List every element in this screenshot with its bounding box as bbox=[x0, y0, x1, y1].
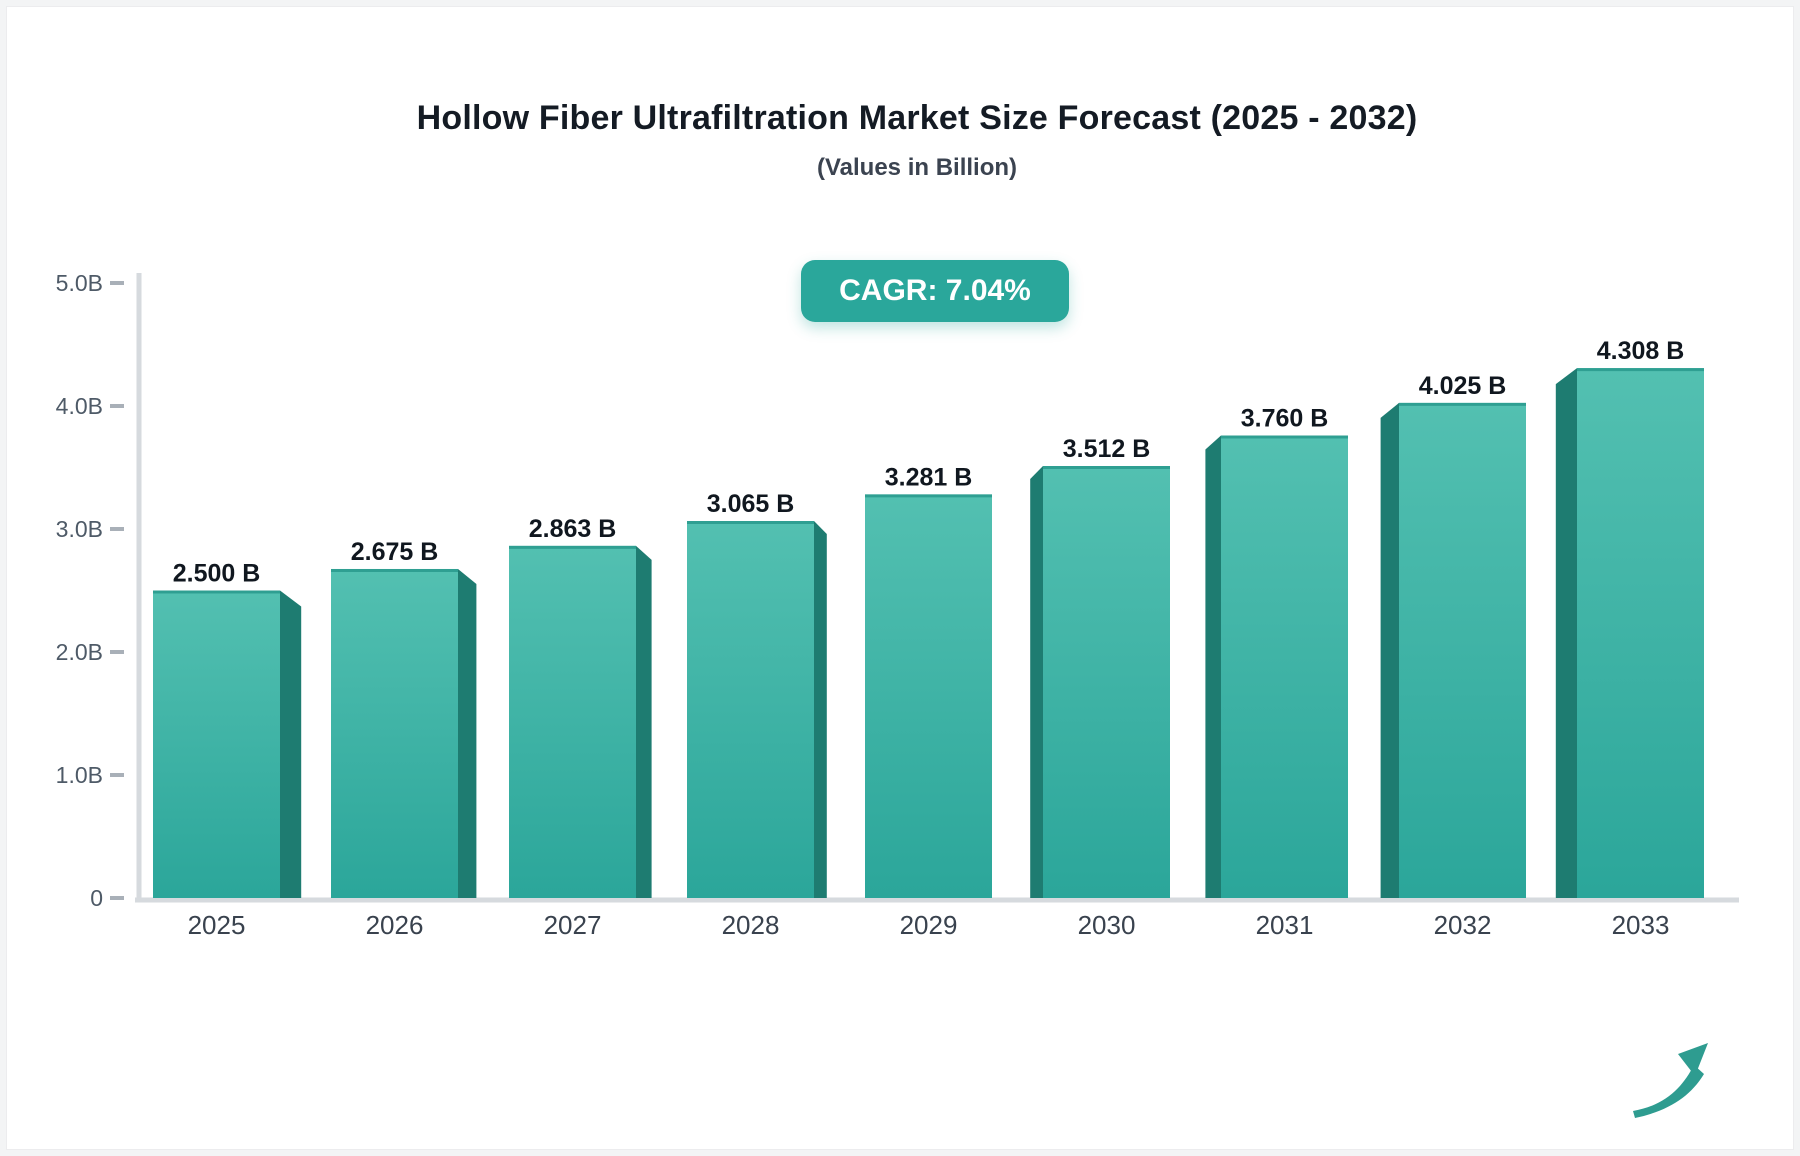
y-tick-label: 5.0B bbox=[56, 270, 103, 296]
logo-arrow-swoosh-icon bbox=[1633, 1065, 1704, 1118]
x-axis-label: 2030 bbox=[1078, 910, 1136, 940]
y-tick-dash bbox=[110, 650, 124, 654]
chart-header: Hollow Fiber Ultrafiltration Market Size… bbox=[12, 99, 1800, 182]
y-tick-dash bbox=[110, 404, 124, 408]
bar-value-label: 4.025 B bbox=[1419, 372, 1507, 400]
bar-value-label: 4.308 B bbox=[1597, 337, 1685, 365]
bar-side bbox=[280, 590, 302, 898]
x-axis-label: 2028 bbox=[722, 910, 780, 940]
bar-face bbox=[1577, 368, 1704, 899]
y-tick-dash bbox=[110, 773, 124, 777]
logo-arrow-head-icon bbox=[1678, 1043, 1708, 1076]
chart-subtitle: (Values in Billion) bbox=[816, 154, 1018, 181]
chart-area: 5.0B 4.0B 3.0B 2.0B 1.0B 0 2.500 B 2025 2.675 B 2… bbox=[7, 247, 1800, 1007]
y-tick-label: 0 bbox=[90, 885, 103, 911]
y-tick-label: 4.0B bbox=[56, 393, 103, 419]
bar-side bbox=[814, 521, 827, 898]
bar-face bbox=[1221, 435, 1348, 898]
bar-side bbox=[1030, 466, 1043, 898]
chart-content: 5.0B 4.0B 3.0B 2.0B 1.0B 0 2.500 B 2025 2.675 B 2… bbox=[56, 270, 1739, 940]
bar-side bbox=[1380, 402, 1399, 898]
y-tick-dash bbox=[110, 281, 124, 285]
y-tick-dash bbox=[110, 896, 124, 900]
bar-value-label: 2.863 B bbox=[529, 515, 617, 543]
bar-face bbox=[865, 494, 992, 898]
cagr-badge: CAGR: 7.04% bbox=[801, 260, 1069, 322]
bar-value-label: 2.500 B bbox=[173, 560, 261, 588]
bar-value-label: 2.675 B bbox=[351, 538, 439, 566]
bar-value-label: 3.281 B bbox=[885, 463, 973, 491]
bar-face bbox=[153, 590, 280, 898]
x-axis-label: 2025 bbox=[188, 910, 246, 940]
bar-face bbox=[509, 545, 636, 898]
x-axis-label: 2027 bbox=[544, 910, 602, 940]
bar-face bbox=[1399, 402, 1526, 898]
x-axis-label: 2026 bbox=[366, 910, 424, 940]
x-axis-label: 2032 bbox=[1434, 910, 1492, 940]
y-tick-label: 3.0B bbox=[56, 516, 103, 542]
x-axis-label: 2031 bbox=[1256, 910, 1314, 940]
x-axis-label: 2033 bbox=[1612, 910, 1670, 940]
bar-face bbox=[331, 568, 458, 898]
bar-side bbox=[458, 568, 477, 898]
bar-side bbox=[636, 545, 652, 898]
bar-value-label: 3.065 B bbox=[707, 490, 795, 518]
chart-title: Hollow Fiber Ultrafiltration Market Size… bbox=[416, 99, 1418, 137]
bar-value-label: 3.760 B bbox=[1241, 405, 1329, 433]
x-axis-label: 2029 bbox=[900, 910, 958, 940]
bar-value-label: 3.512 B bbox=[1063, 435, 1151, 463]
bar-side bbox=[1205, 435, 1221, 898]
y-tick-dash bbox=[110, 527, 124, 531]
brand-logo bbox=[1527, 1029, 1767, 1129]
y-tick-label: 2.0B bbox=[56, 639, 103, 665]
y-tick-label: 1.0B bbox=[56, 762, 103, 788]
bar-face bbox=[1043, 466, 1170, 898]
bar-chart-svg: 5.0B 4.0B 3.0B 2.0B 1.0B 0 2.500 B 2025 2.675 B 2… bbox=[56, 270, 1739, 940]
bar-side bbox=[1555, 368, 1577, 899]
chart-card: Hollow Fiber Ultrafiltration Market Size… bbox=[6, 6, 1794, 1150]
bar-face bbox=[687, 521, 814, 898]
